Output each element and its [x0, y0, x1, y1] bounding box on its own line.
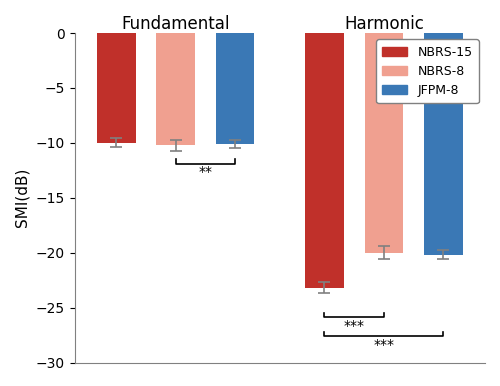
Bar — [305, 33, 344, 288]
Text: ***: *** — [344, 319, 364, 333]
Bar — [156, 33, 195, 145]
Y-axis label: SMI(dB): SMI(dB) — [15, 168, 30, 227]
Text: Harmonic: Harmonic — [344, 15, 424, 33]
Bar — [424, 33, 463, 255]
Text: Fundamental: Fundamental — [122, 15, 230, 33]
Text: **: ** — [198, 165, 212, 179]
Legend: NBRS-15, NBRS-8, JFPM-8: NBRS-15, NBRS-8, JFPM-8 — [376, 39, 479, 103]
Bar — [97, 33, 136, 143]
Text: ***: *** — [374, 338, 394, 352]
Bar — [216, 33, 254, 144]
Bar — [364, 33, 403, 253]
